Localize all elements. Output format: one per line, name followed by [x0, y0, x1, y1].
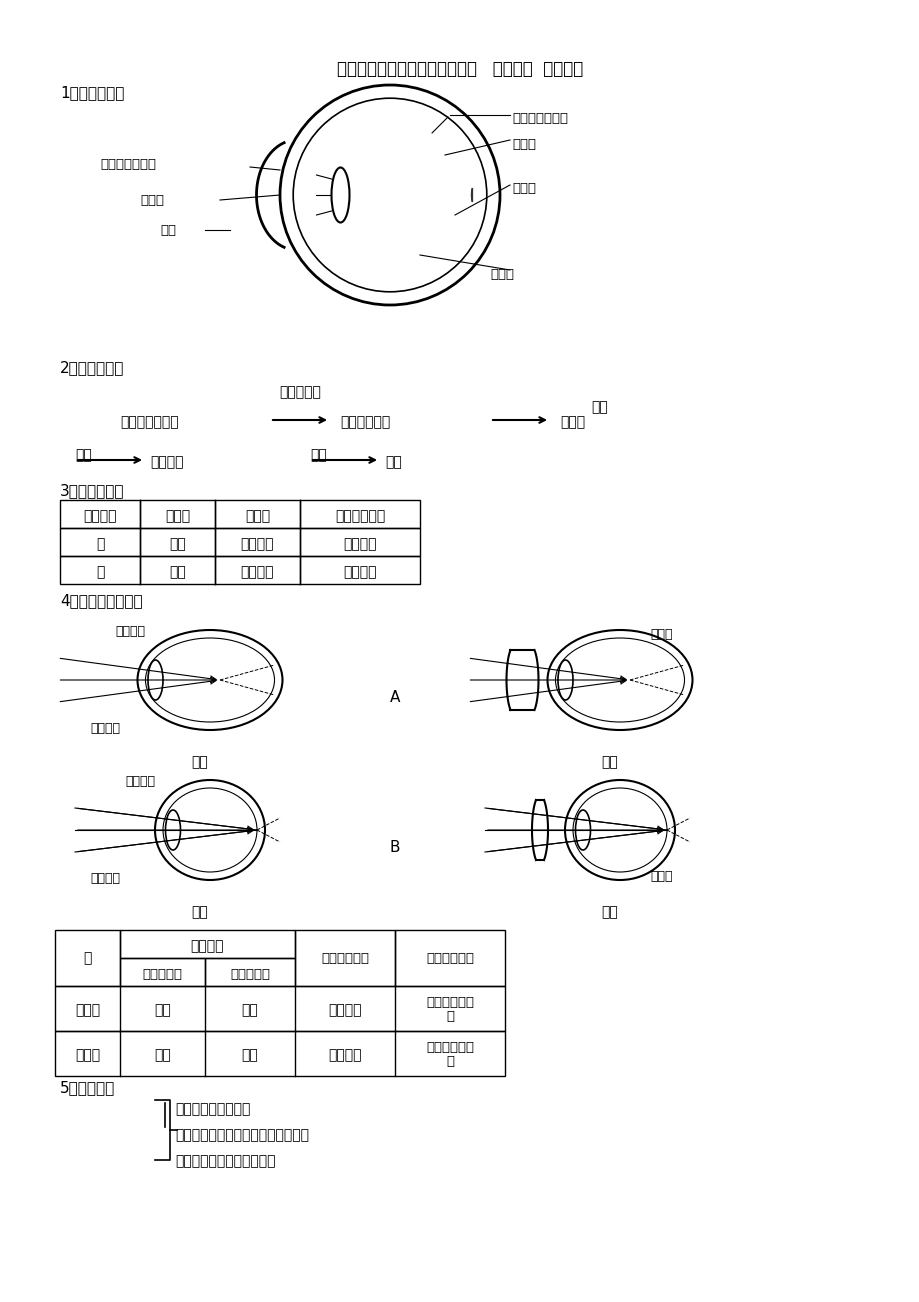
Text: 镜: 镜 — [446, 1055, 453, 1068]
Text: 视网膜后: 视网膜后 — [328, 1048, 361, 1062]
Text: 矫正（眼镜）: 矫正（眼镜） — [425, 952, 473, 965]
Text: 视觉中枢: 视觉中枢 — [150, 454, 183, 469]
Text: 近: 近 — [96, 565, 104, 579]
Text: 过大: 过大 — [154, 1004, 171, 1017]
Bar — [205, 958, 295, 986]
Text: 凹透镜: 凹透镜 — [650, 628, 672, 641]
Text: 视网膜: 视网膜 — [512, 182, 536, 195]
Text: 晶状体凸度: 晶状体凸度 — [142, 967, 182, 980]
Text: 晶状体折射: 晶状体折射 — [278, 385, 321, 398]
Text: 视网膜上: 视网膜上 — [343, 536, 377, 551]
Text: 5、耳的结构: 5、耳的结构 — [60, 1079, 115, 1095]
Text: 过小: 过小 — [154, 1048, 171, 1062]
Text: 镜: 镜 — [446, 1010, 453, 1023]
Text: 远: 远 — [96, 536, 104, 551]
Text: 脉络膜: 脉络膜 — [512, 138, 536, 151]
Text: B: B — [390, 840, 400, 855]
Text: 远视眼: 远视眼 — [74, 1048, 100, 1062]
Text: 视觉: 视觉 — [384, 454, 402, 469]
Polygon shape — [471, 187, 472, 202]
Text: 过短: 过短 — [242, 1048, 258, 1062]
Text: 近视: 近视 — [191, 755, 208, 769]
Text: 外耳：耳廓、外耳道: 外耳：耳廓、外耳道 — [175, 1101, 250, 1116]
Bar — [55, 930, 119, 986]
Bar — [55, 986, 505, 1031]
Bar — [60, 529, 420, 556]
Text: 清晰物像位置: 清晰物像位置 — [335, 509, 385, 523]
Text: 近视眼: 近视眼 — [74, 1004, 100, 1017]
Text: 眼: 眼 — [84, 950, 92, 965]
Text: 4、近视眼和远视眼: 4、近视眼和远视眼 — [60, 592, 142, 608]
Text: 远视: 远视 — [191, 905, 208, 919]
Text: 过长: 过长 — [242, 1004, 258, 1017]
Text: 物体反射的光线: 物体反射的光线 — [119, 415, 178, 428]
Bar — [60, 500, 420, 529]
Bar — [394, 930, 505, 986]
Text: 戴适度的凸透: 戴适度的凸透 — [425, 996, 473, 1009]
Bar — [60, 556, 420, 585]
Bar — [119, 930, 295, 958]
Text: 晶状体: 晶状体 — [244, 509, 270, 523]
Text: 冲动: 冲动 — [591, 400, 607, 414]
Text: 视网膜上: 视网膜上 — [343, 565, 377, 579]
Text: 凸度增大: 凸度增大 — [241, 565, 274, 579]
Text: A: A — [390, 690, 400, 704]
Text: 眼球夹短: 眼球夹短 — [125, 775, 154, 788]
Text: 3、正常眼视物: 3、正常眼视物 — [60, 483, 124, 497]
Text: 凸度减小: 凸度减小 — [241, 536, 274, 551]
Text: 正常位置: 正常位置 — [90, 872, 119, 885]
Text: 收缩: 收缩 — [169, 565, 186, 579]
Text: 形成: 形成 — [310, 448, 326, 462]
Text: 中耳：咽鼓管、鼓膜、鼓室、听小骨: 中耳：咽鼓管、鼓膜、鼓室、听小骨 — [175, 1128, 309, 1142]
Text: 病理原因: 病理原因 — [190, 939, 224, 953]
Text: （黑眼球）虹膜: （黑眼球）虹膜 — [100, 159, 156, 172]
Text: 眼球前后径: 眼球前后径 — [230, 967, 269, 980]
Text: 新冀教版生物下册知识点第四章   合理用脑  高效学习: 新冀教版生物下册知识点第四章 合理用脑 高效学习 — [336, 60, 583, 78]
Text: 1、眼球的结构: 1、眼球的结构 — [60, 85, 124, 100]
Text: 眼球夹长: 眼球夹长 — [115, 625, 145, 638]
Text: 视神经: 视神经 — [560, 415, 584, 428]
Text: 晶状体: 晶状体 — [140, 194, 164, 207]
Bar — [119, 958, 205, 986]
Text: 视网膜前: 视网膜前 — [328, 1004, 361, 1017]
Text: 凸透镜: 凸透镜 — [650, 870, 672, 883]
Text: 传导: 传导 — [75, 448, 92, 462]
Text: 舒张: 舒张 — [169, 536, 186, 551]
Text: 物体距离: 物体距离 — [83, 509, 117, 523]
Text: 戴适度的凹透: 戴适度的凹透 — [425, 1042, 473, 1055]
Text: 角膜: 角膜 — [160, 224, 176, 237]
Text: 2、视觉的形成: 2、视觉的形成 — [60, 359, 124, 375]
Text: 矫正: 矫正 — [601, 905, 618, 919]
Bar — [55, 1031, 505, 1075]
Text: 成像于视网膜: 成像于视网膜 — [340, 415, 390, 428]
Text: 矫正: 矫正 — [601, 755, 618, 769]
Text: 玻璃体: 玻璃体 — [490, 267, 514, 280]
Bar — [295, 930, 394, 986]
Text: 内耳：半规管、前庭、耳蜗: 内耳：半规管、前庭、耳蜗 — [175, 1154, 275, 1168]
Text: 正常位置: 正常位置 — [90, 723, 119, 736]
Text: 巩膜（白眼球）: 巩膜（白眼球） — [512, 112, 567, 125]
Text: 睫状肌: 睫状肌 — [165, 509, 190, 523]
Text: 清晰物像位置: 清晰物像位置 — [321, 952, 369, 965]
